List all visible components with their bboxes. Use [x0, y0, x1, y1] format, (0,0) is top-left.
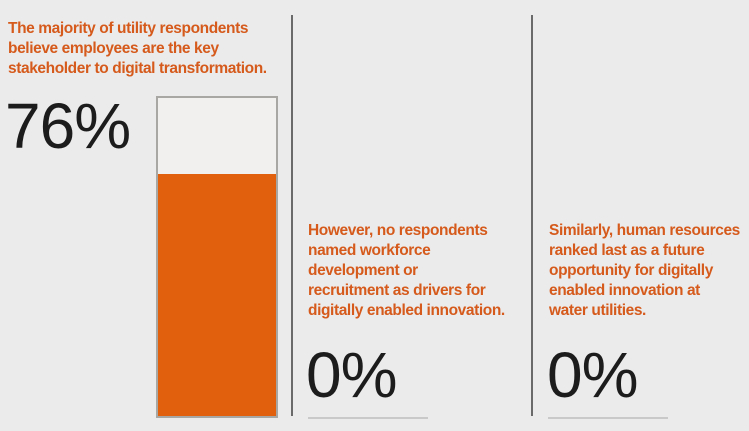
percent-value: 76% — [5, 90, 131, 162]
panel-heading: However, no respondents named workforce … — [308, 222, 505, 319]
percent-value: 0% — [306, 339, 397, 411]
vertical-bar-chart — [156, 96, 278, 418]
vertical-divider — [531, 15, 533, 416]
percent-value: 0% — [547, 339, 638, 411]
vertical-divider — [291, 15, 293, 416]
zero-bar-baseline — [308, 417, 428, 419]
panel-heading: Similarly, human resources ranked last a… — [549, 222, 740, 319]
panel-heading: The majority of utility respondents beli… — [8, 20, 267, 77]
bar-fill — [158, 174, 276, 416]
zero-bar-baseline — [548, 417, 668, 419]
